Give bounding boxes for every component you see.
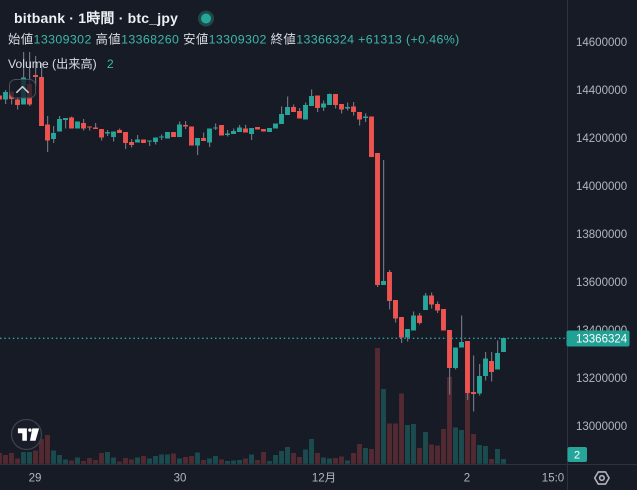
svg-text:13600000: 13600000	[576, 277, 627, 289]
svg-text:12月: 12月	[312, 473, 336, 485]
svg-text:15:0: 15:0	[542, 473, 564, 485]
svg-text:30: 30	[174, 473, 187, 485]
svg-text:13000000: 13000000	[576, 421, 627, 433]
svg-text:29: 29	[29, 473, 42, 485]
svg-text:14400000: 14400000	[576, 85, 627, 97]
svg-text:2: 2	[574, 450, 580, 462]
svg-text:14000000: 14000000	[576, 181, 627, 193]
svg-text:bitbank · 1時間 · btc_jpy: bitbank · 1時間 · btc_jpy	[14, 10, 178, 26]
svg-text:2: 2	[464, 473, 470, 485]
svg-text:14200000: 14200000	[576, 133, 627, 145]
svg-text:13800000: 13800000	[576, 229, 627, 241]
svg-text:始値13309302 高値13368260 安値133093: 始値13309302 高値13368260 安値13309302 終値13366…	[8, 32, 460, 47]
svg-text:Volume (出来高) 2: Volume (出来高) 2	[8, 56, 114, 71]
svg-text:14600000: 14600000	[576, 37, 627, 49]
svg-text:13200000: 13200000	[576, 373, 627, 385]
svg-text:13366324: 13366324	[576, 334, 628, 346]
